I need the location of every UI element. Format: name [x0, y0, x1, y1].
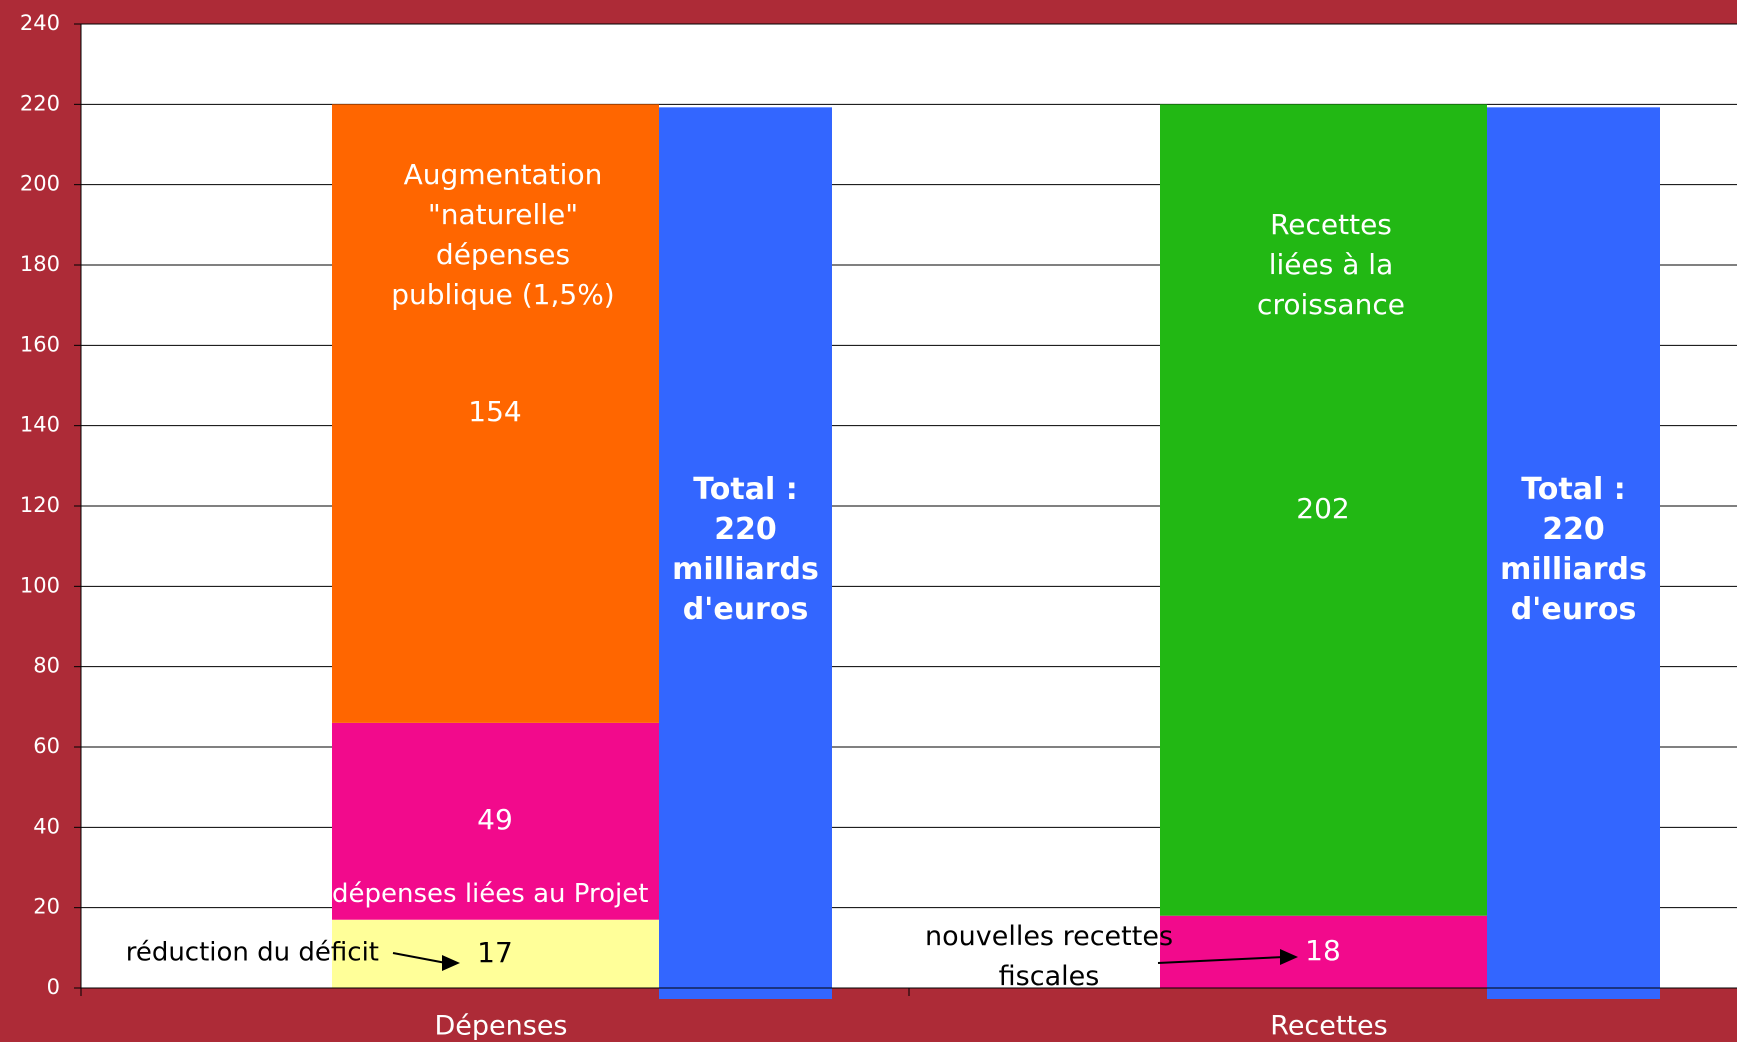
bar-segment — [1160, 915, 1487, 988]
y-tick-label: 220 — [20, 91, 60, 115]
value-label: 17 — [477, 936, 513, 969]
y-tick-label: 120 — [20, 493, 60, 517]
bar-segment — [332, 104, 659, 723]
y-tick-label: 20 — [33, 895, 60, 919]
total-label: Total : 220 milliards d'euros — [672, 472, 819, 627]
y-tick-label: 140 — [20, 413, 60, 437]
value-label: 154 — [468, 395, 521, 428]
segment-name: Augmentation "naturelle" dépenses publiq… — [391, 158, 615, 311]
value-label: 49 — [477, 803, 513, 836]
y-tick-label: 60 — [33, 734, 60, 758]
value-label: 202 — [1296, 492, 1349, 525]
bar-segment — [332, 722, 659, 920]
value-label: 18 — [1305, 934, 1341, 967]
y-tick-label: 160 — [20, 332, 60, 356]
total-bar — [659, 107, 832, 1000]
segment-name: dépenses liées au Projet — [332, 879, 649, 909]
arrow-head — [442, 955, 460, 971]
y-tick-label: 0 — [47, 975, 60, 999]
x-tick-label: Recettes — [1270, 1011, 1387, 1042]
total-label: Total : 220 milliards d'euros — [1500, 472, 1647, 627]
y-tick-label: 80 — [33, 654, 60, 678]
y-tick-label: 180 — [20, 252, 60, 276]
arrow-head — [1280, 949, 1298, 965]
y-tick-label: 40 — [33, 814, 60, 838]
segment-name: nouvelles recettes fiscales — [924, 921, 1174, 992]
bar-segment — [1160, 104, 1487, 916]
arrow-line — [392, 952, 447, 964]
segment-name: Recettes liées à la croissance — [1257, 208, 1405, 321]
y-tick-label: 100 — [20, 573, 60, 597]
x-tick-label: Dépenses — [434, 1011, 567, 1042]
y-tick-label: 240 — [20, 11, 60, 35]
segment-name: réduction du déficit — [126, 938, 379, 968]
arrow-line — [1157, 956, 1285, 964]
total-bar — [1487, 107, 1660, 1000]
y-tick-label: 200 — [20, 172, 60, 196]
bar-segment — [332, 919, 659, 988]
